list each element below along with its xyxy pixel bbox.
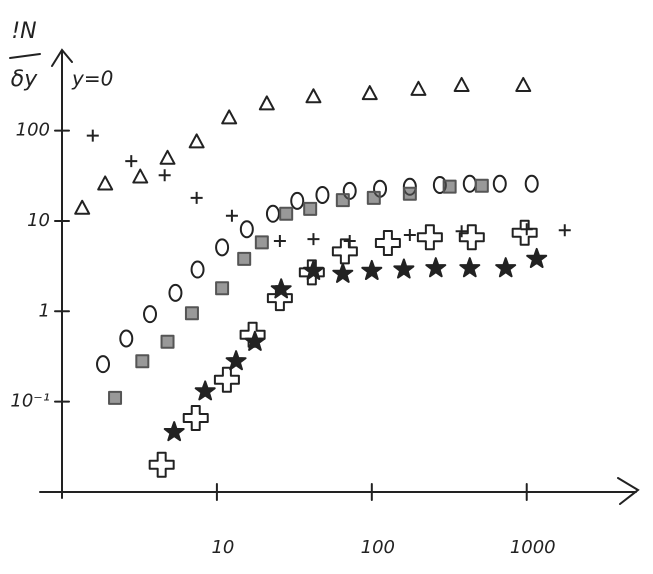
point (144, 306, 156, 322)
x-tick-label: 1000 (510, 537, 556, 558)
point (191, 192, 203, 204)
point (376, 231, 400, 255)
point (304, 203, 316, 215)
point (394, 260, 413, 278)
point (87, 130, 99, 142)
chart: !N δy y=0 10⁻¹ 1 10 100 10 100 1000 (0, 0, 653, 574)
point (98, 176, 112, 189)
point (333, 264, 352, 282)
point (418, 225, 442, 249)
x-tick-label: 100 (361, 537, 395, 558)
point (165, 422, 184, 440)
point (333, 239, 357, 263)
point (162, 336, 174, 348)
point (97, 356, 109, 372)
point (190, 134, 204, 147)
y-tick-label: 10 (27, 210, 50, 231)
point (404, 229, 416, 241)
point (559, 224, 571, 236)
point (267, 206, 279, 222)
y-label-denominator: δy (11, 67, 38, 92)
y-axis (52, 50, 72, 498)
point (227, 351, 246, 369)
point (133, 170, 147, 183)
point (316, 187, 328, 203)
y-label-fraction-bar (10, 54, 40, 58)
point (226, 210, 238, 222)
point (161, 151, 175, 164)
point (362, 261, 381, 279)
point (460, 258, 479, 276)
point (75, 201, 89, 214)
point (496, 258, 515, 276)
point (196, 381, 215, 399)
point (460, 225, 484, 249)
point (513, 221, 537, 245)
point (337, 194, 349, 206)
point (109, 392, 121, 404)
y-label-numerator: !N (11, 19, 36, 44)
annotation: y=0 (71, 67, 113, 91)
point (516, 78, 530, 91)
point (363, 86, 377, 99)
point (444, 181, 456, 193)
point (159, 169, 171, 181)
point (184, 406, 208, 430)
y-tick-label: 10⁻¹ (10, 391, 50, 412)
y-tick-label: 100 (16, 120, 50, 141)
point (456, 225, 468, 237)
point (306, 89, 320, 102)
point (274, 235, 286, 247)
point (476, 180, 488, 192)
point (136, 355, 148, 367)
point (241, 221, 253, 237)
point (368, 192, 380, 204)
point (411, 82, 425, 95)
x-tick-label: 10 (211, 537, 234, 558)
point (527, 249, 546, 267)
point (120, 330, 132, 346)
point (186, 307, 198, 319)
point (192, 262, 204, 278)
point (238, 253, 250, 265)
y-tick-label: 1 (39, 300, 50, 321)
point (464, 176, 476, 192)
point (256, 236, 268, 248)
point (216, 282, 228, 294)
point (526, 176, 538, 192)
point (216, 239, 228, 255)
point (291, 193, 303, 209)
point (494, 176, 506, 192)
point (125, 155, 137, 167)
point (455, 78, 469, 91)
point (280, 208, 292, 220)
point (222, 110, 236, 123)
point (426, 258, 445, 276)
point (169, 285, 181, 301)
point (307, 233, 319, 245)
point (215, 368, 239, 392)
x-axis (40, 478, 638, 504)
point (404, 188, 416, 200)
point (260, 96, 274, 109)
point (150, 453, 174, 477)
